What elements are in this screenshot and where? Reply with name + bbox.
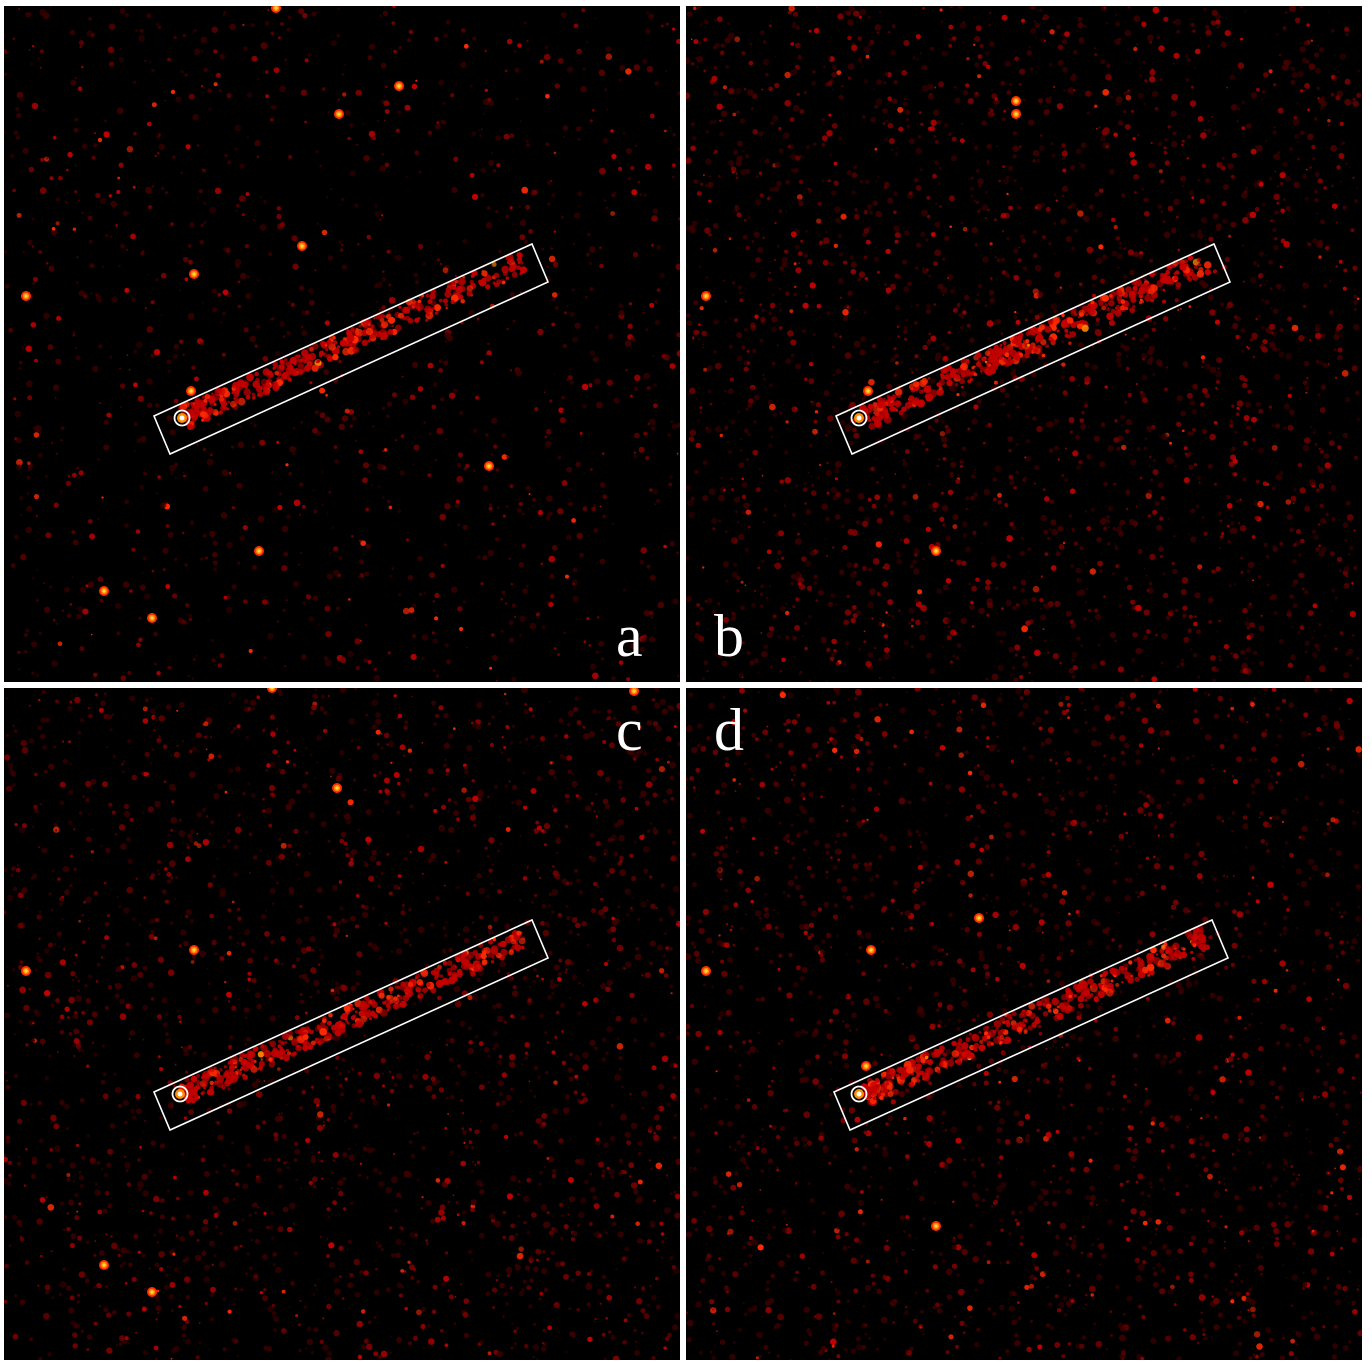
diffuse-emission-streak [858,255,1212,430]
image-panel-d: d [686,688,1362,1360]
image-panel-a: a [4,6,680,682]
x-ray-image-c [4,688,680,1360]
extraction-region-box [152,242,550,456]
point-sources [701,913,984,1231]
extraction-region-box [832,918,1230,1132]
background-noise [4,688,680,1360]
extraction-region-box [834,242,1232,456]
diffuse-emission-streak [178,930,526,1104]
background-noise [686,688,1362,1360]
extraction-region-box [152,918,550,1132]
diffuse-emission-streak [178,252,528,431]
x-ray-image-d [686,688,1362,1360]
panel-label-b: b [714,603,744,669]
source-marker-circle [850,1085,868,1103]
panel-label-c: c [616,697,643,763]
point-sources [21,688,639,1297]
image-panel-b: b [686,6,1362,682]
source-marker-circle [850,409,868,427]
source-marker-circle [171,1085,189,1103]
source-marker-circle [173,409,191,427]
image-panel-c: c [4,688,680,1360]
background-noise [686,6,1362,682]
panel-label-a: a [616,603,643,669]
panel-label-d: d [714,697,744,763]
point-sources [701,96,1021,556]
x-ray-image-b [686,6,1362,682]
background-noise [4,6,680,682]
x-ray-image-a [4,6,680,682]
point-sources [21,6,494,623]
diffuse-emission-streak [860,925,1210,1106]
